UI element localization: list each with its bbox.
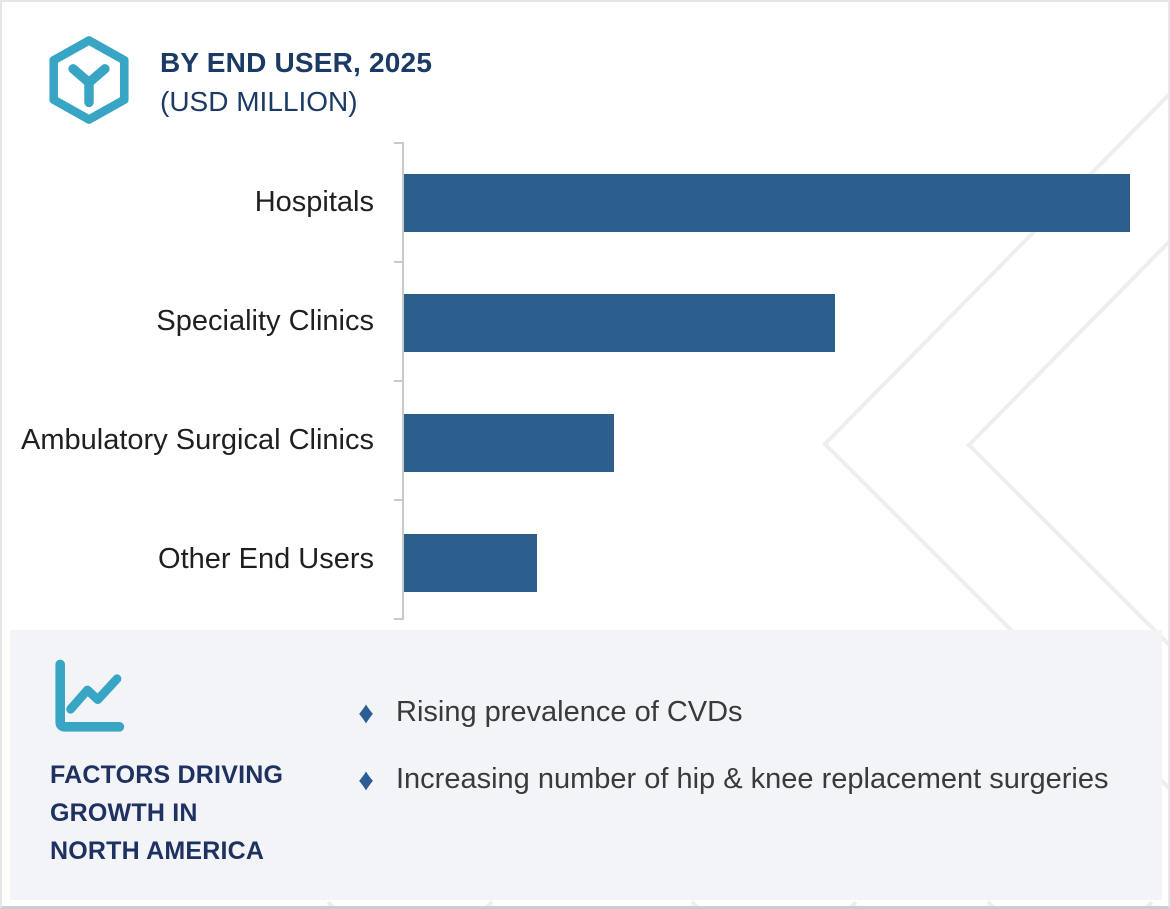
category-label: Ambulatory Surgical Clinics bbox=[21, 423, 374, 456]
factor-bullet-text: Rising prevalence of CVDs bbox=[396, 696, 743, 728]
axis-tick bbox=[394, 261, 403, 263]
category-label: Speciality Clinics bbox=[156, 304, 374, 337]
diamond-bullet-icon: ♦ bbox=[358, 695, 374, 730]
axis-tick bbox=[394, 499, 403, 501]
factors-heading-line2: GROWTH IN bbox=[50, 799, 198, 827]
category-label: Hospitals bbox=[254, 185, 374, 218]
y-axis-line bbox=[402, 142, 404, 620]
factors-bullet-list: ♦ Rising prevalence of CVDs ♦ Increasing nu… bbox=[354, 686, 1116, 820]
chart-title-line1: BY END USER, 2025 bbox=[160, 47, 433, 78]
axis-tick bbox=[394, 142, 403, 144]
bar-chart: Hospitals Speciality Clinics Ambulatory Su… bbox=[2, 2, 1168, 632]
category-label: Other End Users bbox=[158, 542, 374, 575]
factors-panel: FACTORS DRIVING GROWTH IN NORTH AMERICA … bbox=[10, 630, 1162, 900]
factors-heading-line1: FACTORS DRIVING bbox=[50, 761, 284, 789]
bar bbox=[404, 174, 1130, 232]
axis-tick bbox=[394, 618, 403, 620]
factor-bullet: ♦ Rising prevalence of CVDs bbox=[354, 686, 1116, 739]
factor-bullet-text: Increasing number of hip & knee replacem… bbox=[396, 763, 1109, 795]
chart-title: BY END USER, 2025 (USD MILLION) bbox=[160, 43, 432, 121]
header: BY END USER, 2025 (USD MILLION) bbox=[46, 35, 432, 125]
factors-heading: FACTORS DRIVING GROWTH IN NORTH AMERICA bbox=[50, 756, 283, 870]
bar bbox=[404, 414, 614, 472]
chart-title-line2: (USD MILLION) bbox=[160, 86, 358, 117]
axis-tick bbox=[394, 380, 403, 382]
bar bbox=[404, 534, 537, 592]
bar bbox=[404, 294, 835, 352]
diamond-bullet-icon: ♦ bbox=[358, 762, 374, 797]
factors-heading-line3: NORTH AMERICA bbox=[50, 837, 265, 865]
line-chart-icon bbox=[55, 659, 125, 732]
factor-bullet: ♦ Increasing number of hip & knee replace… bbox=[354, 753, 1116, 806]
hexagon-y-icon bbox=[49, 36, 129, 124]
